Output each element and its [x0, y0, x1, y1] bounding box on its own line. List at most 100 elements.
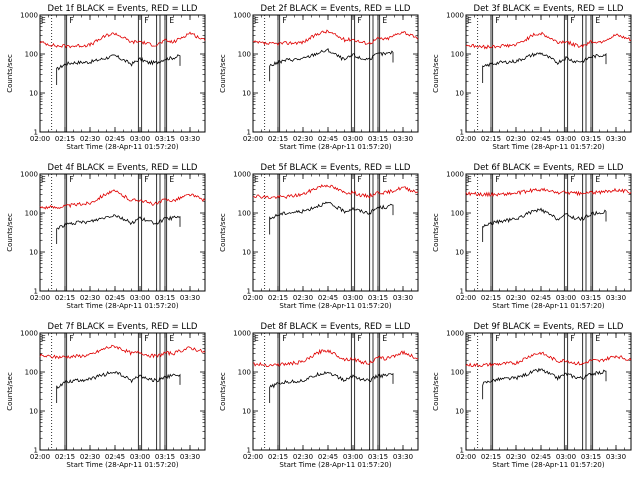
- x-tick-label: 02:00: [30, 135, 50, 143]
- region-mark: E: [41, 334, 46, 343]
- x-tick-label: 02:45: [105, 294, 125, 302]
- series-lld: [252, 29, 419, 47]
- panel-title: Det 9f BLACK = Events, RED = LLD: [474, 322, 624, 332]
- region-mark: F: [144, 16, 148, 25]
- x-axis-label: Start Time (28-Apr-11 01:57:20): [66, 461, 178, 469]
- region-mark: E: [382, 175, 387, 184]
- y-tick-label: 1000: [446, 330, 464, 338]
- region-mark: F: [570, 175, 574, 184]
- series-lld: [465, 31, 632, 50]
- y-tick-label: 100: [451, 51, 464, 59]
- x-tick-label: 02:00: [30, 294, 50, 302]
- region-mark: E: [382, 16, 387, 25]
- region-mark: F: [282, 175, 286, 184]
- x-tick-label: 02:30: [80, 294, 100, 302]
- x-tick-label: 02:45: [105, 453, 125, 461]
- y-tick-label: 10: [455, 90, 464, 98]
- x-tick-label: 02:00: [243, 135, 263, 143]
- y-tick-label: 1000: [20, 171, 38, 179]
- x-axis-label: Start Time (28-Apr-11 01:57:20): [279, 461, 391, 469]
- region-mark: E: [254, 175, 259, 184]
- region-mark: F: [570, 16, 574, 25]
- x-tick-label: 03:15: [368, 453, 388, 461]
- x-tick-label: 02:45: [318, 453, 338, 461]
- y-tick-label: 1: [460, 129, 464, 137]
- x-tick-label: 02:00: [30, 453, 50, 461]
- region-mark: F: [357, 334, 361, 343]
- y-tick-label: 10: [455, 249, 464, 257]
- x-tick-label: 02:30: [80, 135, 100, 143]
- region-mark: E: [595, 16, 600, 25]
- region-mark: F: [357, 16, 361, 25]
- y-tick-label: 10: [455, 408, 464, 416]
- x-tick-label: 03:15: [368, 294, 388, 302]
- x-tick-label: 03:00: [343, 135, 363, 143]
- plot-frame: [39, 173, 206, 292]
- y-tick-label: 10: [242, 90, 251, 98]
- region-mark: F: [69, 16, 73, 25]
- x-tick-label: 03:30: [606, 135, 626, 143]
- series-events: [482, 207, 607, 243]
- region-mark: F: [144, 334, 148, 343]
- y-axis-label: Counts/sec: [219, 54, 227, 93]
- x-tick-label: 02:30: [293, 294, 313, 302]
- series-events: [56, 370, 181, 404]
- y-tick-label: 100: [25, 369, 38, 377]
- region-mark: E: [169, 334, 174, 343]
- y-tick-label: 1000: [233, 330, 251, 338]
- x-tick-label: 03:00: [343, 453, 363, 461]
- y-tick-label: 1: [34, 288, 38, 296]
- y-tick-label: 100: [451, 369, 464, 377]
- region-mark: E: [595, 175, 600, 184]
- region-mark: E: [169, 175, 174, 184]
- x-axis-label: Start Time (28-Apr-11 01:57:20): [279, 143, 391, 151]
- x-tick-label: 03:30: [180, 294, 200, 302]
- x-tick-label: 02:45: [105, 135, 125, 143]
- region-mark: E: [254, 334, 259, 343]
- panel-title: Det 4f BLACK = Events, RED = LLD: [48, 163, 198, 173]
- y-tick-label: 100: [238, 210, 251, 218]
- y-tick-label: 1: [460, 288, 464, 296]
- y-tick-label: 1: [34, 129, 38, 137]
- region-mark: F: [282, 16, 286, 25]
- x-tick-label: 03:15: [155, 453, 175, 461]
- panel-title: Det 5f BLACK = Events, RED = LLD: [261, 163, 411, 173]
- y-tick-label: 1: [34, 447, 38, 455]
- y-axis-label: Counts/sec: [6, 372, 14, 411]
- series-events: [56, 54, 181, 86]
- y-tick-label: 10: [29, 90, 38, 98]
- plot-frame: [465, 14, 632, 133]
- y-axis-label: Counts/sec: [6, 213, 14, 252]
- x-tick-label: 03:00: [343, 294, 363, 302]
- region-mark: F: [144, 175, 148, 184]
- plot-frame: [465, 332, 632, 451]
- x-tick-label: 02:15: [268, 294, 288, 302]
- x-tick-label: 02:15: [55, 135, 75, 143]
- region-mark: F: [69, 334, 73, 343]
- x-tick-label: 02:45: [318, 294, 338, 302]
- region-mark: F: [570, 334, 574, 343]
- y-tick-label: 1000: [446, 171, 464, 179]
- series-lld: [252, 184, 419, 200]
- x-tick-label: 02:30: [506, 294, 526, 302]
- x-axis-label: Start Time (28-Apr-11 01:57:20): [279, 302, 391, 310]
- region-mark: F: [495, 334, 499, 343]
- x-tick-label: 03:00: [556, 453, 576, 461]
- x-tick-label: 02:15: [481, 135, 501, 143]
- y-tick-label: 10: [242, 408, 251, 416]
- region-mark: E: [467, 16, 472, 25]
- region-mark: E: [41, 16, 46, 25]
- y-tick-label: 100: [238, 369, 251, 377]
- series-lld: [252, 348, 419, 368]
- series-events: [56, 214, 181, 245]
- x-tick-label: 03:00: [130, 453, 150, 461]
- series-events: [269, 370, 394, 404]
- series-events: [482, 52, 607, 84]
- x-tick-label: 02:45: [531, 135, 551, 143]
- y-axis-label: Counts/sec: [219, 213, 227, 252]
- x-tick-label: 02:00: [456, 135, 476, 143]
